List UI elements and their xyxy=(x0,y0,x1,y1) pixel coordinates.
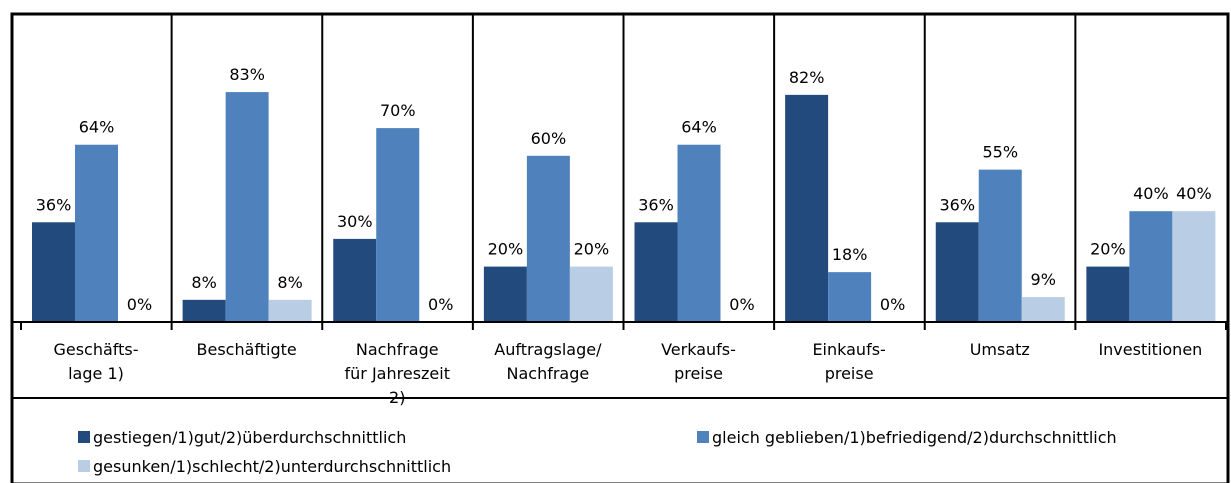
value-label: 64% xyxy=(681,118,717,137)
value-label: 36% xyxy=(638,195,674,214)
value-label: 0% xyxy=(880,295,905,314)
bar xyxy=(828,272,872,322)
bar xyxy=(935,222,979,322)
legend-label: gleich geblieben/1)befriedigend/2)durchs… xyxy=(712,428,1117,447)
bar xyxy=(483,266,527,322)
x-tick-label: Beschäftigte xyxy=(196,340,297,359)
bar xyxy=(1172,211,1216,322)
x-tick-label: Verkaufs- preise xyxy=(661,340,736,383)
value-label: 60% xyxy=(531,129,567,148)
value-label: 40% xyxy=(1133,184,1169,203)
legend-label: gesunken/1)schlecht/2)unterdurchschnittl… xyxy=(93,457,451,476)
value-label: 0% xyxy=(127,295,152,314)
bar xyxy=(32,222,75,322)
value-label: 70% xyxy=(380,101,416,120)
value-label: 9% xyxy=(1031,270,1056,289)
bar xyxy=(1021,297,1065,322)
x-tick-label: Auftragslage/ Nachfrage xyxy=(494,340,602,383)
value-label: 40% xyxy=(1176,184,1212,203)
x-tick-label: Geschäfts- lage 1) xyxy=(53,340,139,383)
x-tick-label: Nachfrage für Jahreszeit 2) xyxy=(344,340,450,407)
bar xyxy=(376,128,420,322)
x-tick-label: Umsatz xyxy=(969,340,1030,359)
bar xyxy=(526,155,570,322)
legend-label: gestiegen/1)gut/2)überdurchschnittlich xyxy=(93,428,406,447)
bar xyxy=(225,92,269,322)
bar xyxy=(1086,266,1130,322)
x-tick-label: Investitionen xyxy=(1098,340,1203,359)
value-label: 36% xyxy=(939,195,975,214)
value-label: 20% xyxy=(488,240,524,259)
value-label: 64% xyxy=(79,118,115,137)
bar xyxy=(634,222,678,322)
bar xyxy=(785,94,829,322)
value-label: 18% xyxy=(832,245,868,264)
bar xyxy=(333,238,377,322)
bar xyxy=(978,169,1022,322)
bar xyxy=(1129,211,1173,322)
value-label: 20% xyxy=(574,240,610,259)
value-label: 20% xyxy=(1090,240,1126,259)
bar xyxy=(677,144,721,322)
x-tick-label: Einkaufs- preise xyxy=(812,340,886,383)
value-label: 0% xyxy=(428,295,453,314)
value-label: 8% xyxy=(277,273,302,292)
value-label: 55% xyxy=(982,143,1018,162)
value-label: 8% xyxy=(191,273,216,292)
bar xyxy=(75,144,118,322)
bar xyxy=(182,299,226,322)
value-label: 83% xyxy=(229,65,265,84)
value-label: 0% xyxy=(729,295,754,314)
legend-swatch xyxy=(697,431,709,443)
bar xyxy=(569,266,613,322)
bar xyxy=(268,299,312,322)
value-label: 36% xyxy=(36,195,72,214)
frame xyxy=(10,12,1230,483)
value-label: 30% xyxy=(337,212,373,231)
legend-swatch xyxy=(78,460,90,472)
value-label: 82% xyxy=(789,68,825,87)
legend-swatch xyxy=(78,431,90,443)
